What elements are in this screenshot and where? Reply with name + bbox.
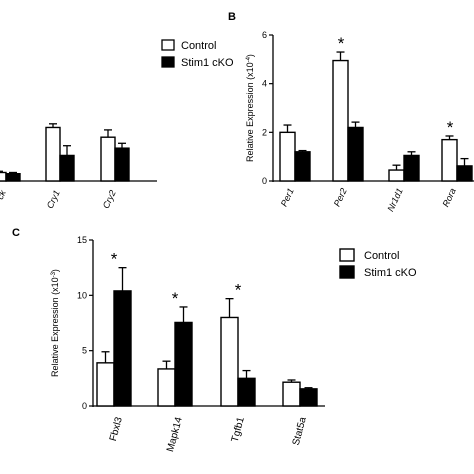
panel-a-category-label: ck: [0, 188, 8, 201]
panel-a-bar-control: [0, 171, 7, 182]
legend-stim1-label: Stim1 cKO: [364, 267, 417, 279]
panel-b-bar-control: [441, 138, 458, 182]
panel-b-legend: Control Stim1 cKO: [161, 39, 234, 69]
panel-a-category-label: Cry1: [45, 189, 62, 210]
legend-stim1-swatch: [339, 265, 355, 279]
panel-b-y-tick-label: 2: [262, 127, 267, 137]
panel-c-bar-stim1-cko: [299, 388, 318, 407]
panel-c-significance-star: *: [172, 289, 179, 308]
panel-b-category-label: Per1: [279, 187, 296, 208]
panel-c-y-tick-label: 0: [82, 401, 87, 411]
panel-a-bar-stim1-cko: [5, 172, 21, 182]
panel-c-letter: C: [12, 227, 20, 239]
panel-c-category-label: Stat5a: [291, 416, 309, 447]
panel-c-y-tick-label: 10: [77, 290, 87, 300]
panel-c-chart: C Relative Expression (x10-3) Control St…: [12, 227, 417, 453]
panel-b-bar-stim1-cko: [403, 154, 420, 182]
panel-b-significance-star: *: [447, 118, 454, 137]
panel-c-category-label: Tgfb1: [230, 416, 247, 444]
panel-c-category-label: Fbxl3: [108, 416, 125, 443]
panel-c-category-label: Mapk14: [165, 416, 185, 454]
panel-a-bar-stim1-cko: [114, 147, 130, 182]
legend-stim1-swatch: [161, 56, 175, 68]
legend-control-label: Control: [181, 40, 216, 52]
panel-c-bar-control: [157, 368, 176, 407]
panel-b-bar-stim1-cko: [294, 151, 311, 182]
panel-b-category-label: Nr1d1: [385, 187, 404, 213]
panel-a-bar-stim1-cko: [59, 154, 75, 182]
panel-b-bar-control: [388, 169, 405, 182]
panel-b-bar-control: [332, 59, 349, 182]
panel-a-bar-control: [45, 126, 61, 182]
panel-b-y-tick-label: 4: [262, 79, 267, 89]
panel-b-category-label: Per2: [332, 187, 349, 208]
panel-b-bar-stim1-cko: [456, 165, 473, 182]
panel-c-bar-control: [96, 362, 115, 407]
panel-b-chart: B Relative Expression (x10-4) Control St…: [161, 11, 474, 213]
legend-control-swatch: [339, 248, 355, 262]
panel-b-y-tick-label: 6: [262, 30, 267, 40]
panel-c-y-axis-label: Relative Expression (x10-3): [50, 269, 60, 377]
panel-a-category-label: Cry2: [101, 189, 118, 210]
panel-c-bar-stim1-cko: [174, 321, 193, 407]
panel-b-bar-control: [279, 131, 296, 182]
panel-b-category-label: Rora: [441, 187, 458, 209]
panel-b-y-axis-label: Relative Expression (x10-4): [245, 54, 255, 162]
panel-c-bar-stim1-cko: [237, 377, 256, 407]
panel-c-significance-star: *: [235, 281, 242, 300]
panel-a-chart: ck Cry1 Cry2: [0, 123, 157, 210]
panel-c-bar-stim1-cko: [113, 290, 132, 407]
panel-b-y-tick-label: 0: [262, 176, 267, 186]
panel-c-significance-star: *: [111, 250, 118, 269]
panel-c-y-tick-label: 5: [82, 346, 87, 356]
legend-control-label: Control: [364, 250, 399, 262]
panel-c-legend: Control Stim1 cKO: [339, 248, 417, 279]
legend-control-swatch: [161, 39, 175, 51]
panel-c-bar-control: [282, 381, 301, 407]
panel-b-bar-stim1-cko: [347, 126, 364, 182]
panel-b-letter: B: [228, 11, 236, 23]
panel-c-y-tick-label: 15: [77, 235, 87, 245]
panel-b-significance-star: *: [338, 34, 345, 53]
legend-stim1-label: Stim1 cKO: [181, 57, 234, 69]
panel-c-bar-control: [220, 316, 239, 407]
panel-a-bar-control: [100, 136, 116, 182]
